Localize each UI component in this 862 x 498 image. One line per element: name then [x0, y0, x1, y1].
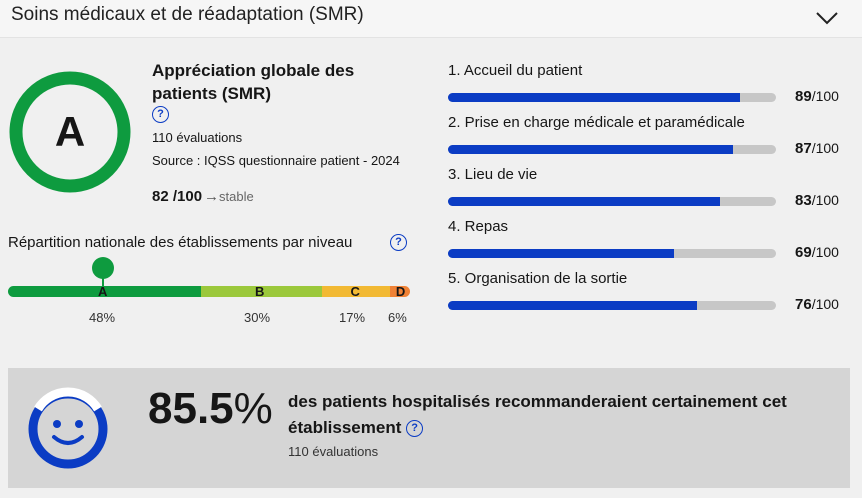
level-d-percent: 6%: [388, 310, 407, 325]
grade-ring: [9, 71, 131, 193]
establishment-marker: [92, 257, 114, 279]
help-icon[interactable]: ?: [406, 420, 424, 438]
section-header[interactable]: Soins médicaux et de réadaptation (SMR): [0, 0, 862, 38]
criterion-track: [448, 249, 776, 258]
help-icon[interactable]: ?: [152, 106, 169, 123]
recommendation-percent: 85.5%: [148, 384, 273, 433]
establishment-marker-stem: [102, 272, 104, 286]
global-score: 82 /100 →stable: [152, 188, 254, 205]
chevron-down-icon[interactable]: [812, 4, 842, 30]
level-d-segment: D: [389, 286, 410, 297]
criterion-score: 83/100: [795, 192, 839, 209]
level-a-letter: A: [98, 286, 108, 297]
criterion-label: 3. Lieu de vie: [448, 166, 538, 183]
grade-letter: A: [54, 108, 86, 155]
arrow-right-icon: →: [204, 188, 220, 205]
recommendation-panel: 85.5% des patients hospitalisés recomman…: [8, 368, 850, 488]
criterion-fill: [448, 93, 740, 102]
criterion-fill: [448, 301, 698, 310]
criterion-fill: [448, 249, 675, 258]
level-c-letter: C: [350, 286, 360, 297]
level-b-letter: B: [254, 286, 265, 297]
criterion-score: 87/100: [795, 140, 839, 157]
level-c-percent: 17%: [339, 310, 366, 325]
score-value: 82 /100: [152, 188, 203, 205]
source-text: Source : IQSS questionnaire patient - 20…: [152, 153, 400, 168]
evaluations-count: 110 évaluations: [152, 130, 243, 145]
recommendation-evaluations: 110 évaluations: [288, 444, 379, 459]
criterion-track: [448, 301, 776, 310]
criterion-row: 1. Accueil du patient 89/100: [448, 62, 850, 105]
section-title: Soins médicaux et de réadaptation (SMR): [11, 4, 364, 25]
criterion-row: 2. Prise en charge médicale et paramédic…: [448, 114, 850, 157]
criterion-score: 76/100: [795, 296, 839, 313]
level-d-letter: D: [395, 286, 406, 297]
level-a-segment: A: [8, 286, 201, 297]
criterion-fill: [448, 145, 734, 154]
level-b-segment: B: [200, 286, 322, 297]
distribution-bar: A B C D: [8, 286, 410, 297]
distribution-label: Répartition nationale des établissements…: [8, 234, 353, 251]
level-a-percent: 48%: [89, 310, 116, 325]
criterion-score: 89/100: [795, 88, 839, 105]
criterion-label: 1. Accueil du patient: [448, 62, 583, 79]
criterion-label: 2. Prise en charge médicale et paramédic…: [448, 114, 745, 131]
smiley-icon: [28, 387, 108, 469]
criterion-row: 5. Organisation de la sortie 76/100: [448, 270, 850, 313]
recommendation-text: des patients hospitalisés recommanderaie…: [288, 392, 787, 438]
criterion-track: [448, 197, 776, 206]
criterion-track: [448, 93, 776, 102]
level-b-percent: 30%: [244, 310, 271, 325]
appreciation-title: Appréciation globale des patients (SMR): [152, 61, 355, 103]
criterion-label: 5. Organisation de la sortie: [448, 270, 628, 287]
criterion-label: 4. Repas: [448, 218, 509, 235]
criterion-track: [448, 145, 776, 154]
criterion-fill: [448, 197, 721, 206]
level-c-segment: C: [321, 286, 390, 297]
criterion-row: 3. Lieu de vie 83/100: [448, 166, 850, 209]
criterion-score: 69/100: [795, 244, 839, 261]
criterion-row: 4. Repas 69/100: [448, 218, 850, 261]
trend-label: stable: [219, 189, 254, 204]
help-icon[interactable]: ?: [390, 234, 407, 251]
